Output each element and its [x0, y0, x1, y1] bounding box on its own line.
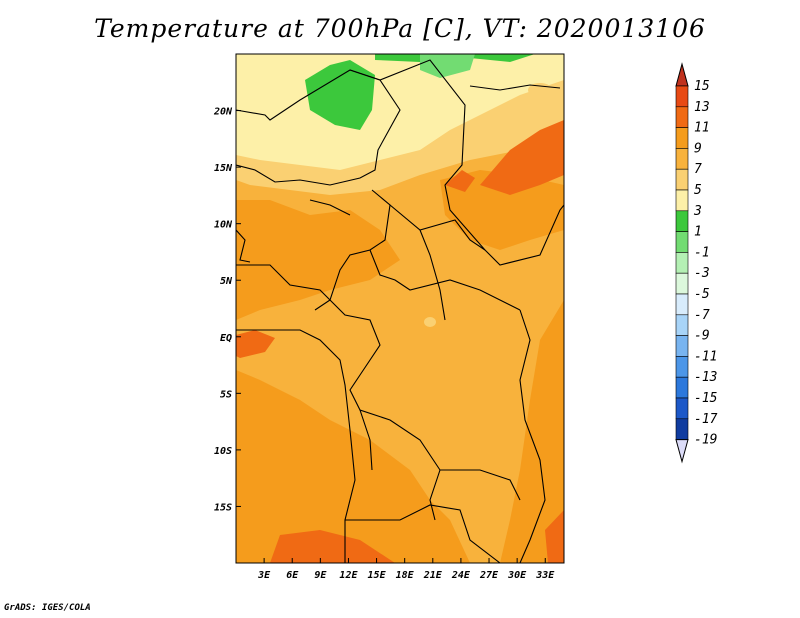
colorbar-swatch [675, 189, 689, 212]
colorbar-swatch [675, 356, 689, 378]
x-tick-label: 33E [535, 570, 555, 581]
colorbar-swatch [675, 293, 689, 316]
colorbar-swatch [675, 85, 689, 108]
x-tick-label: 18E [396, 570, 415, 581]
x-tick-label: 15E [368, 570, 387, 581]
y-tick-label: 5N [220, 276, 233, 287]
x-tick-label: 9E [314, 570, 327, 581]
colorbar-label: 7 [694, 162, 702, 177]
y-tick-label: 10S [214, 446, 232, 457]
x-tick-label: 6E [286, 570, 299, 581]
colorbar-swatch [675, 376, 689, 399]
x-tick-label: 3E [257, 570, 271, 581]
colorbar-swatch [675, 148, 689, 170]
colorbar-swatch [675, 314, 689, 336]
colorbar-label: -15 [694, 391, 718, 406]
colorbar-label: 9 [694, 141, 702, 156]
colorbar-swatch [675, 397, 689, 420]
colorbar: 15 13 11 9 7 5 3 1 -1 -3 -5 -7 -9 -11 -13 -15 -17 -19 [675, 62, 718, 464]
x-tick-label: 12E [339, 570, 358, 581]
y-axis: 20N 15N 10N 5N EQ 5S 10S 15S [213, 107, 241, 513]
colorbar-swatch [675, 231, 689, 253]
field-9-11-south [236, 380, 470, 563]
map-frame [235, 53, 565, 564]
field-5-7-spot [424, 317, 436, 327]
credit-text: GrADS: IGES/COLA [4, 603, 91, 613]
colorbar-swatch [675, 335, 689, 357]
field-11-13-south [270, 530, 395, 563]
colorbar-label: -5 [694, 287, 710, 302]
field-11-13-ne [480, 120, 564, 195]
field-9-11-east [440, 170, 564, 250]
field-11-13-spot [445, 170, 475, 192]
map-title: Temperature at 700hPa [C], VT: 202001310… [94, 14, 706, 43]
y-tick-label: 5S [220, 389, 232, 400]
y-tick-label: EQ [220, 333, 232, 344]
colorbar-label: -9 [694, 329, 710, 344]
colorbar-bottom-arrow [675, 439, 689, 464]
colorbar-swatch [675, 106, 689, 128]
colorbar-label: 5 [694, 183, 702, 198]
x-tick-label: 27E [479, 570, 499, 581]
colorbar-label: -11 [694, 349, 717, 364]
colorbar-swatch [675, 168, 689, 191]
x-tick-label: 30E [507, 570, 527, 581]
colorbar-top-arrow [675, 62, 689, 87]
y-tick-label: 15N [214, 163, 233, 174]
y-tick-label: 10N [214, 220, 233, 231]
y-tick-label: 15S [214, 502, 232, 513]
colorbar-label: 11 [694, 121, 710, 136]
colorbar-label: -7 [694, 308, 710, 323]
temperature-field [236, 54, 564, 563]
x-axis: 3E 6E 9E 12E 15E 18E 21E 24E 27E 30E 33E [257, 558, 555, 581]
colorbar-label: -3 [694, 266, 710, 281]
colorbar-label: -17 [694, 412, 718, 427]
y-tick-label: 20N [213, 107, 233, 118]
colorbar-label: -1 [694, 245, 710, 260]
colorbar-label: 15 [694, 79, 710, 94]
colorbar-label: -13 [694, 370, 717, 385]
colorbar-label: 13 [694, 100, 710, 115]
colorbar-swatch [675, 252, 689, 274]
borders [236, 59, 564, 563]
colorbar-label: 3 [693, 204, 702, 219]
colorbar-swatch [675, 127, 689, 149]
field-9-11-west [236, 200, 400, 320]
colorbar-swatch [675, 418, 689, 440]
field-1-3-north [305, 60, 375, 130]
x-tick-label: 24E [451, 570, 471, 581]
colorbar-swatch [675, 272, 689, 295]
colorbar-label: 1 [694, 225, 702, 240]
field-11-13-coast [236, 330, 275, 358]
x-tick-label: 21E [423, 570, 443, 581]
field-11-13-se [545, 510, 564, 563]
field-1-3-top2 [420, 54, 475, 78]
colorbar-swatch [675, 210, 689, 232]
colorbar-label: -19 [694, 433, 717, 448]
